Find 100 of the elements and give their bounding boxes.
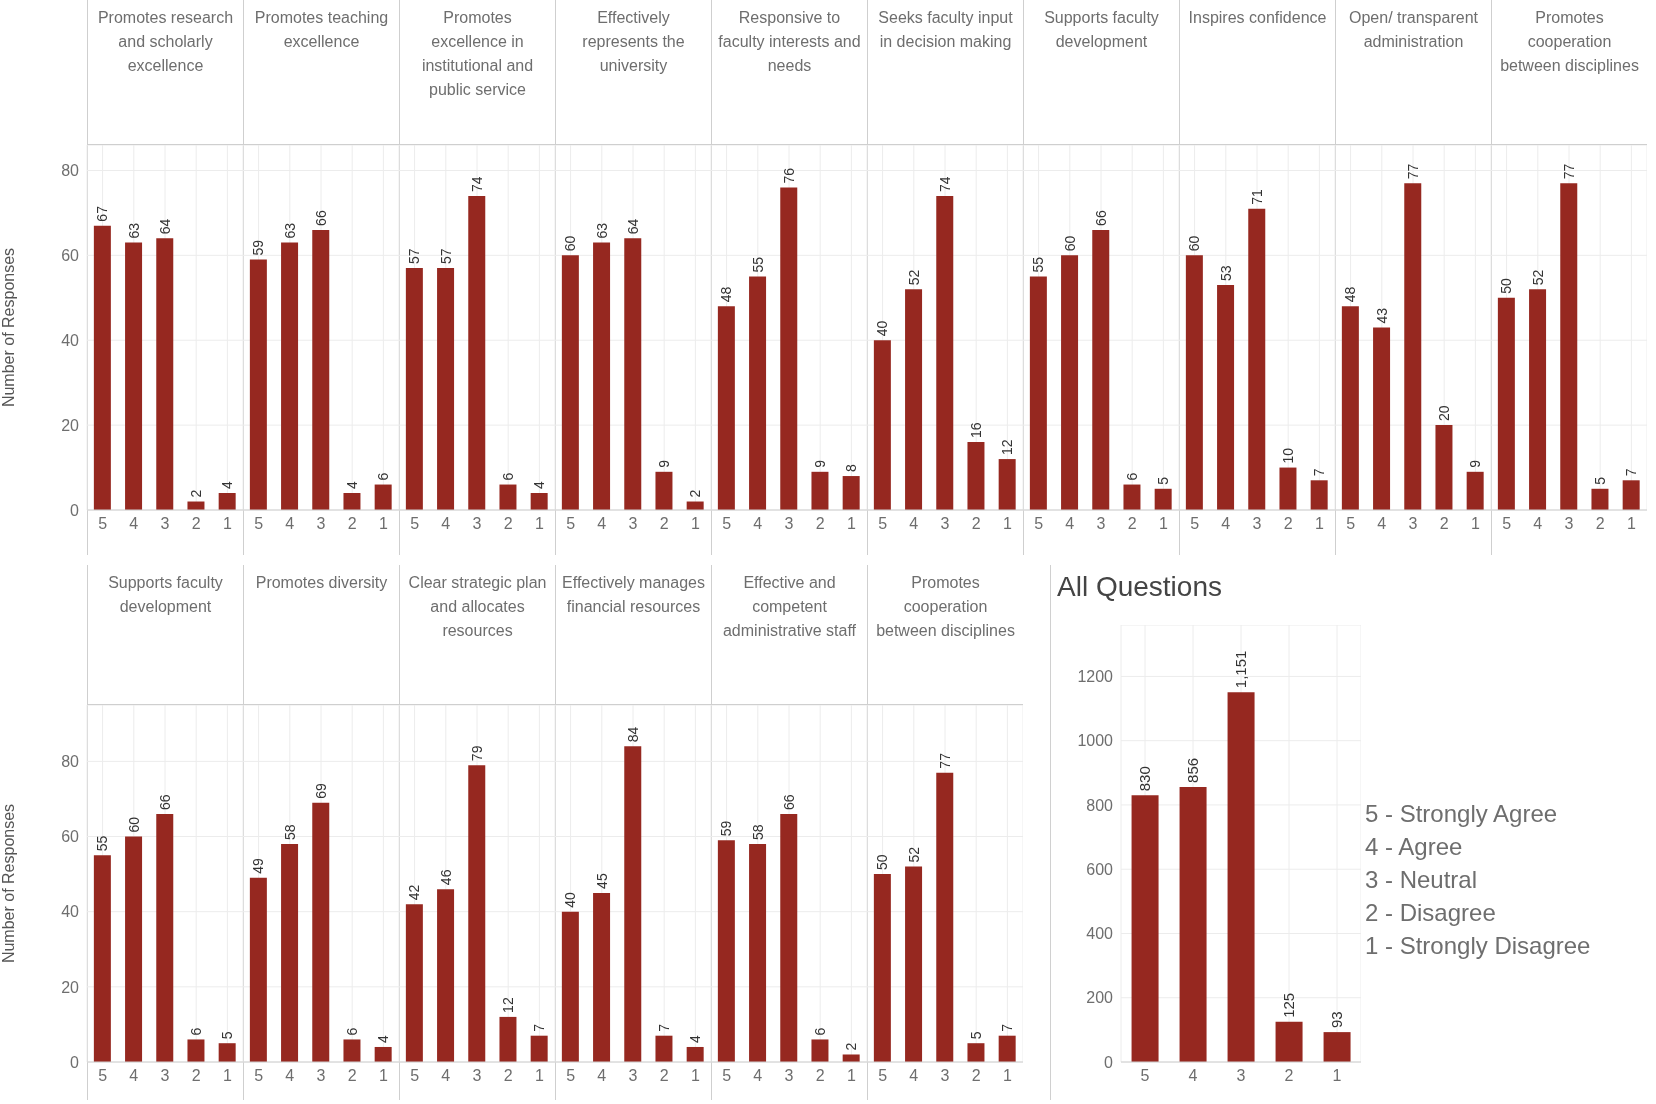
- bar: [624, 238, 642, 510]
- x-tick-label: 2: [1595, 515, 1605, 533]
- chart-title: Promotes research and scholarly excellence: [96, 8, 235, 76]
- bar: [1185, 255, 1203, 510]
- chart-title: Clear strategic plan and allocates resources: [407, 573, 548, 641]
- x-tick-label: 2: [971, 1067, 981, 1085]
- data-label: 66: [780, 794, 797, 810]
- x-tick-label: 1: [378, 515, 388, 533]
- data-label: 2: [687, 489, 704, 498]
- x-tick-label: 4: [441, 1067, 451, 1085]
- x-tick-label: 1: [534, 1067, 544, 1085]
- y-tick-label: 60: [61, 828, 80, 846]
- data-label: 66: [156, 794, 173, 810]
- data-label: 52: [905, 269, 922, 286]
- x-tick-label: 1: [1314, 515, 1324, 533]
- y-tick-label: 1200: [1077, 668, 1114, 686]
- x-tick-label: 2: [503, 515, 513, 533]
- x-tick-label: 1: [1332, 1067, 1342, 1085]
- bar: [717, 840, 735, 1062]
- bar: [374, 484, 392, 510]
- data-label: 48: [718, 286, 735, 303]
- x-tick-label: 4: [909, 1067, 919, 1085]
- x-tick-label: 4: [129, 515, 139, 533]
- x-tick-label: 4: [129, 1067, 139, 1085]
- data-label: 55: [94, 835, 111, 852]
- x-tick-label: 3: [940, 1067, 950, 1085]
- x-tick-label: 2: [1283, 515, 1293, 533]
- data-label: 5: [1155, 476, 1172, 485]
- data-label: 79: [468, 745, 485, 762]
- x-tick-label: 2: [1127, 515, 1137, 533]
- x-tick-label: 3: [472, 515, 482, 533]
- x-tick-label: 1: [1626, 515, 1636, 533]
- bar: [1373, 327, 1391, 510]
- x-tick-label: 2: [1439, 515, 1449, 533]
- data-label: 58: [281, 824, 298, 841]
- x-tick-label: 5: [254, 515, 264, 533]
- bar: [1560, 183, 1578, 510]
- x-tick-label: 5: [878, 515, 888, 533]
- text: 5 - Strongly Agree: [1365, 799, 1559, 829]
- data-label: 6: [375, 472, 392, 481]
- x-tick-label: 1: [1470, 515, 1480, 533]
- x-tick-label: 3: [1564, 515, 1574, 533]
- bar: [125, 242, 143, 510]
- y-tick-label: 0: [1104, 1053, 1114, 1071]
- bar: [873, 874, 891, 1062]
- x-tick-label: 1: [1002, 1067, 1012, 1085]
- data-label: 52: [1529, 269, 1546, 286]
- x-tick-label: 5: [254, 1067, 264, 1085]
- data-label: 7: [1311, 468, 1328, 477]
- x-tick-label: 2: [659, 515, 669, 533]
- x-tick-label: 3: [784, 515, 794, 533]
- bar: [1092, 229, 1110, 510]
- chart-title: Supports faculty development: [107, 573, 224, 617]
- data-label: 60: [1186, 235, 1203, 252]
- bar: [780, 813, 798, 1062]
- y-tick-label: 40: [61, 903, 80, 921]
- data-label: 2: [843, 1042, 860, 1051]
- data-label: 66: [312, 210, 329, 226]
- x-tick-label: 3: [160, 1067, 170, 1085]
- data-label: 1,151: [1232, 650, 1250, 689]
- data-label: 60: [1061, 235, 1078, 252]
- bar: [593, 242, 611, 510]
- data-label: 58: [749, 824, 766, 841]
- bar: [437, 889, 455, 1062]
- x-tick-label: 2: [1284, 1067, 1294, 1085]
- x-tick-label: 1: [846, 1067, 856, 1085]
- bar: [468, 765, 486, 1062]
- bar: [905, 866, 923, 1062]
- x-tick-label: 1: [378, 1067, 388, 1085]
- bar: [1123, 484, 1141, 510]
- x-tick-label: 4: [1221, 515, 1231, 533]
- x-tick-label: 3: [628, 515, 638, 533]
- x-tick-label: 2: [347, 1067, 357, 1085]
- x-tick-label: 2: [503, 1067, 513, 1085]
- data-label: 40: [874, 320, 891, 337]
- data-label: 6: [187, 1027, 204, 1036]
- data-label: 6: [343, 1027, 360, 1036]
- data-label: 4: [687, 1034, 704, 1043]
- data-label: 69: [312, 782, 329, 799]
- x-tick-label: 3: [784, 1067, 794, 1085]
- y-tick-label: 0: [70, 1053, 80, 1071]
- x-tick-label: 4: [753, 515, 763, 533]
- bar: [717, 306, 735, 510]
- chart-title: Effectively represents the university: [581, 8, 686, 76]
- bar: [1275, 1021, 1303, 1062]
- bar: [499, 1016, 517, 1062]
- data-label: 77: [1560, 163, 1577, 180]
- bar: [686, 1046, 704, 1062]
- bar: [405, 268, 423, 510]
- bar: [1179, 786, 1207, 1062]
- bar: [1217, 285, 1235, 510]
- data-label: 60: [562, 235, 579, 252]
- data-label: 43: [1373, 307, 1390, 324]
- x-tick-label: 1: [534, 515, 544, 533]
- data-label: 59: [250, 239, 267, 256]
- x-tick-label: 2: [815, 1067, 825, 1085]
- x-tick-label: 3: [940, 515, 950, 533]
- data-label: 20: [1435, 405, 1452, 422]
- x-tick-label: 5: [566, 1067, 576, 1085]
- bar: [655, 1035, 673, 1062]
